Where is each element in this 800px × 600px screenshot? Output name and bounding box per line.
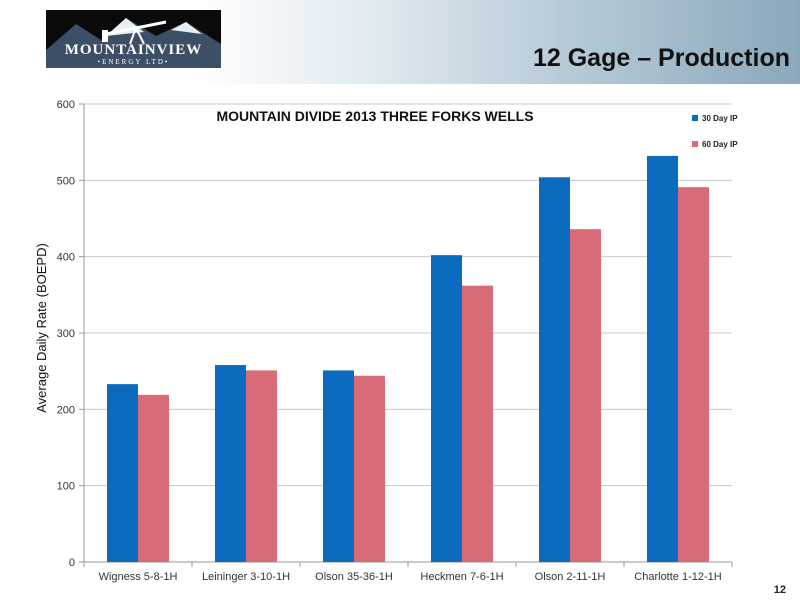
y-tick-label: 200 [57, 404, 75, 416]
bar [431, 255, 462, 562]
bar [570, 229, 601, 563]
x-tick-label: Charlotte 1-12-1H [634, 571, 721, 583]
legend-swatch [692, 115, 698, 121]
y-tick-label: 0 [69, 557, 75, 569]
x-tick-label: Olson 35-36-1H [315, 571, 393, 583]
bar [107, 384, 138, 562]
pumpjack-icon [46, 18, 221, 68]
y-tick-label: 400 [57, 252, 75, 264]
bar [462, 285, 493, 562]
bar [678, 187, 709, 562]
y-tick-label: 300 [57, 328, 75, 340]
legend-label: 30 Day IP [702, 114, 738, 123]
y-axis-label: Average Daily Rate (BOEPD) [34, 243, 49, 413]
y-tick-label: 500 [57, 175, 75, 187]
y-tick-label: 600 [57, 99, 75, 111]
bar [215, 365, 246, 562]
page-number: 12 [773, 584, 786, 596]
chart-title: MOUNTAIN DIVIDE 2013 THREE FORKS WELLS [216, 108, 533, 124]
bar [539, 177, 570, 562]
x-tick-label: Wigness 5-8-1H [99, 571, 178, 583]
y-tick-label: 100 [57, 481, 75, 493]
x-tick-label: Olson 2-11-1H [535, 571, 606, 583]
x-tick-label: Leininger 3-10-1H [202, 571, 290, 583]
legend-swatch [692, 141, 698, 147]
slide-title: 12 Gage – Production [532, 44, 790, 72]
logo-subtitle: •ENERGY LTD• [97, 58, 170, 66]
bar [323, 370, 354, 562]
logo-name: MOUNTAINVIEW [64, 42, 203, 58]
company-logo: MOUNTAINVIEW •ENERGY LTD• [46, 10, 221, 68]
x-tick-label: Heckmen 7-6-1H [420, 571, 503, 583]
bar [354, 375, 385, 562]
bar [138, 394, 169, 562]
bar [647, 155, 678, 562]
legend-label: 60 Day IP [702, 140, 738, 149]
bar [246, 370, 277, 562]
